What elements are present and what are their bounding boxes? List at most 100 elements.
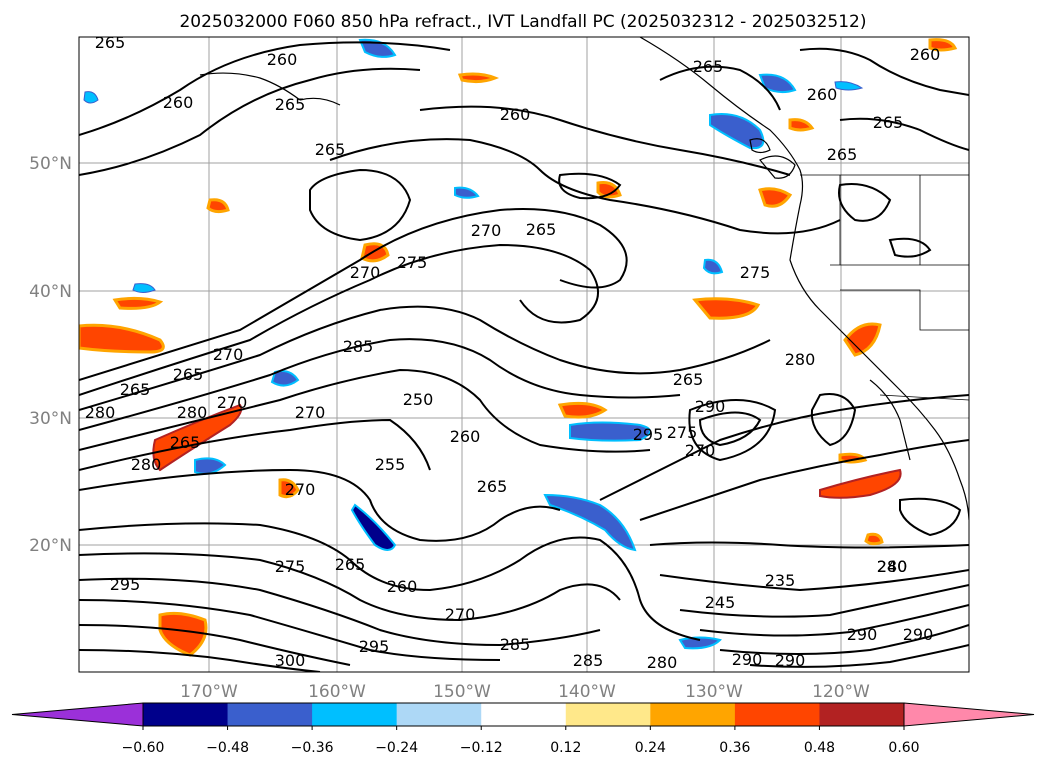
contour-label: 265 <box>173 365 204 384</box>
colorbar-tick-label: −0.36 <box>291 740 334 756</box>
contour-label: 270 <box>685 441 716 460</box>
colorbar-segment <box>481 703 567 726</box>
colorbar-segment <box>312 703 398 726</box>
colorbar-tick-label: 0.36 <box>719 740 750 756</box>
colorbar-tick-label: −0.48 <box>206 740 249 756</box>
contour-label: 275 <box>740 263 771 282</box>
lat-label: 30°N <box>29 409 72 429</box>
contour-label: 280 <box>177 403 208 422</box>
lat-label: 20°N <box>29 536 72 556</box>
map-frame <box>78 36 970 673</box>
colorbar-tick-label: −0.60 <box>122 740 165 756</box>
contour-label: 260 <box>500 105 531 124</box>
colorbar: −0.60 −0.48 −0.36 −0.24 −0.12 0.12 0.24 0.36 0.4… <box>11 702 1035 756</box>
lon-label: 120°W <box>812 682 870 702</box>
colorbar-segment <box>734 703 820 726</box>
lon-label: 140°W <box>558 682 616 702</box>
latitude-labels: 50°N 40°N 30°N 20°N <box>29 154 72 556</box>
map-title: 2025032000 F060 850 hPa refract., IVT La… <box>179 12 866 32</box>
contour-label: 270 <box>295 403 326 422</box>
colorbar-tick-label: 0.12 <box>550 740 581 756</box>
colorbar-segment <box>227 703 313 726</box>
contour-label: 285 <box>343 337 374 356</box>
colorbar-segment <box>396 703 482 726</box>
contour-label: 290 <box>732 650 763 669</box>
contour-label: 270 <box>213 345 244 364</box>
contour-label: 270 <box>350 263 381 282</box>
contour-label: 280 <box>647 653 678 672</box>
contour-label: 275 <box>667 423 698 442</box>
contour-label: 255 <box>375 455 406 474</box>
contour-label: 250 <box>403 390 434 409</box>
colorbar-segment <box>819 703 905 726</box>
contour-label: 240 <box>877 557 908 576</box>
contour-label: 290 <box>847 625 878 644</box>
colorbar-tick-label: −0.24 <box>375 740 418 756</box>
lon-label: 150°W <box>433 682 491 702</box>
contour-label: 260 <box>807 85 838 104</box>
positive-anomaly-fills <box>79 38 958 657</box>
colorbar-extend-high <box>903 702 1035 727</box>
contour-label: 260 <box>450 427 481 446</box>
contour-label: 265 <box>693 57 724 76</box>
contour-label: 265 <box>827 145 858 164</box>
contour-label: 245 <box>705 593 736 612</box>
contour-label: 295 <box>359 637 390 656</box>
contour-label: 280 <box>85 403 116 422</box>
colorbar-tick-label: 0.48 <box>804 740 835 756</box>
colorbar-tick-label: −0.12 <box>460 740 503 756</box>
contour-label: 270 <box>217 393 248 412</box>
contour-label: 265 <box>873 113 904 132</box>
contour-label: 265 <box>170 433 201 452</box>
contour-label: 275 <box>275 557 306 576</box>
lon-label: 170°W <box>180 682 238 702</box>
longitude-labels: 170°W 160°W 150°W 140°W 130°W 120°W <box>180 682 870 702</box>
colorbar-tick-label: 0.24 <box>635 740 666 756</box>
contour-label: 280 <box>785 350 816 369</box>
contour-label: 295 <box>110 575 141 594</box>
contour-lines <box>79 41 969 672</box>
negative-anomaly-fills <box>83 38 864 650</box>
contour-label: 265 <box>477 477 508 496</box>
colorbar-extend-low <box>11 702 144 727</box>
contour-label: 265 <box>335 555 366 574</box>
lon-label: 130°W <box>685 682 743 702</box>
contour-label: 290 <box>695 397 726 416</box>
contour-label: 280 <box>131 455 162 474</box>
contour-label: 265 <box>120 380 151 399</box>
lon-label: 160°W <box>308 682 366 702</box>
contour-label: 270 <box>471 221 502 240</box>
contour-label: 285 <box>573 651 604 670</box>
contour-label: 270 <box>445 605 476 624</box>
colorbar-tick-label: 0.60 <box>888 740 919 756</box>
lat-label: 50°N <box>29 154 72 174</box>
contour-label: 270 <box>285 480 316 499</box>
contour-label: 290 <box>903 625 934 644</box>
contour-label: 285 <box>500 635 531 654</box>
contour-label: 260 <box>163 93 194 112</box>
contour-label: 260 <box>267 50 298 69</box>
colorbar-segment <box>143 703 229 726</box>
contour-label: 265 <box>315 140 346 159</box>
contour-label: 265 <box>526 220 557 239</box>
contour-label: 300 <box>275 651 306 670</box>
colorbar-outline <box>142 702 905 727</box>
contour-label: 265 <box>673 370 704 389</box>
lat-label: 40°N <box>29 282 72 302</box>
contour-label: 295 <box>633 425 664 444</box>
contour-label: 265 <box>95 33 126 52</box>
contour-label: 260 <box>910 45 941 64</box>
contour-label: 290 <box>775 651 806 670</box>
contour-label: 260 <box>387 577 418 596</box>
borders <box>800 174 969 401</box>
coastlines <box>199 37 969 521</box>
contour-label: 275 <box>397 253 428 272</box>
contour-label: 235 <box>765 571 796 590</box>
contour-label: 265 <box>275 95 306 114</box>
colorbar-segment <box>650 703 736 726</box>
colorbar-segment <box>565 703 651 726</box>
contour-label: 280 <box>877 557 908 576</box>
